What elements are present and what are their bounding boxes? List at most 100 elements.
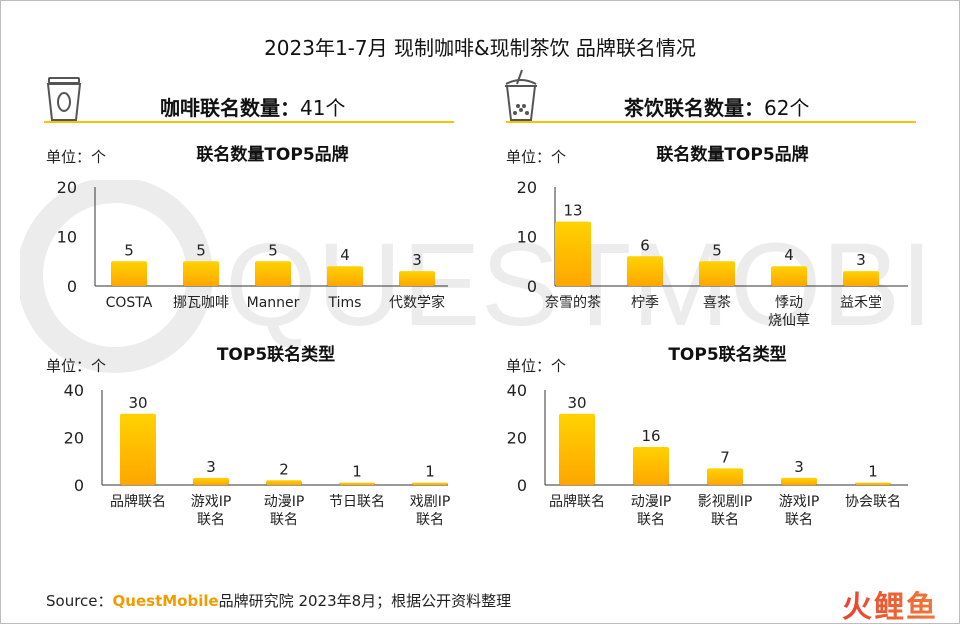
- category-label: 动漫IP: [631, 494, 672, 510]
- coffee-divider: [44, 121, 454, 123]
- y-tick-label: 0: [74, 476, 84, 495]
- category-label: 益禾堂: [840, 295, 882, 311]
- source-note: Source：QuestMobile品牌研究院 2023年8月；根据公开资料整理: [46, 590, 511, 611]
- data-label: 7: [720, 448, 730, 466]
- category-label: 协会联名: [845, 494, 901, 510]
- bar: [707, 468, 743, 485]
- category-label: 柠季: [631, 295, 659, 311]
- y-tick-label: 40: [507, 381, 527, 400]
- tea-types-unit: 单位：个: [506, 357, 567, 375]
- coffee-count-heading: 咖啡联名数量：41个: [160, 92, 345, 121]
- data-label: 3: [856, 251, 866, 269]
- corner-logo-text: 火鲤鱼: [842, 590, 938, 625]
- category-label: 悸动: [775, 295, 803, 311]
- tea-count-label: 茶饮联名数量：: [624, 96, 764, 120]
- coffee-cup-icon: [46, 77, 82, 121]
- bar: [339, 482, 375, 485]
- category-label: 联名: [711, 512, 739, 528]
- category-label: 挪瓦咖啡: [173, 295, 229, 311]
- bar: [633, 447, 669, 485]
- coffee-brands-chart: 联名数量TOP5品牌 0 10 20 5 COSTA 5 挪瓦咖啡 5 Manner 4 Tims 3 代…: [57, 144, 448, 311]
- coffee-count-label: 咖啡联名数量：: [160, 96, 300, 120]
- data-label: 3: [794, 458, 804, 476]
- bar: [412, 482, 448, 485]
- category-label: 烧仙草: [768, 313, 810, 329]
- category-label: 戏剧IP: [410, 494, 451, 510]
- bar: [193, 477, 229, 485]
- category-label: Manner: [247, 295, 300, 311]
- tea-types-chart: TOP5联名类型 0 20 40 30 品牌联名 16 动漫IP 联名 7 影视剧IP 联名 3 游戏IP…: [507, 344, 908, 528]
- category-label: 奈雪的茶: [545, 295, 601, 311]
- y-tick-label: 20: [517, 178, 537, 197]
- bar: [266, 480, 302, 485]
- y-tick-label: 20: [64, 429, 84, 448]
- coffee-types-unit: 单位：个: [46, 357, 107, 375]
- category-label: 联名: [270, 512, 298, 528]
- bar: [559, 413, 595, 485]
- data-label: 5: [196, 241, 206, 259]
- category-label: 联名: [416, 512, 444, 528]
- bar: [781, 477, 817, 485]
- category-label: 游戏IP: [779, 494, 820, 510]
- source-prefix: Source：: [46, 592, 113, 610]
- bar: [255, 261, 291, 286]
- coffee-brands-unit: 单位：个: [46, 148, 107, 166]
- category-label: Tims: [328, 295, 362, 311]
- corner-logo: 火鲤鱼: [842, 582, 938, 626]
- coffee-count-value: 41个: [300, 96, 346, 120]
- bubble-tea-icon: [505, 69, 537, 121]
- category-label: 影视剧IP: [698, 494, 753, 510]
- data-label: 5: [268, 241, 278, 259]
- source-text: 品牌研究院 2023年8月；根据公开资料整理: [218, 592, 512, 610]
- data-label: 1: [425, 463, 435, 481]
- data-label: 30: [567, 394, 586, 412]
- chart-title: TOP5联名类型: [217, 344, 335, 365]
- data-label: 2: [279, 460, 289, 478]
- category-label: 动漫IP: [264, 494, 305, 510]
- chart-title: 联名数量TOP5品牌: [196, 144, 348, 165]
- bar: [183, 261, 219, 286]
- category-label: 联名: [785, 512, 813, 528]
- data-label: 1: [352, 463, 362, 481]
- source-brand: QuestMobile: [112, 592, 219, 610]
- data-label: 1: [868, 463, 878, 481]
- bar: [699, 261, 735, 286]
- y-tick-label: 10: [517, 228, 537, 247]
- bar: [771, 266, 807, 286]
- data-label: 5: [712, 241, 722, 259]
- category-label: 品牌联名: [110, 493, 166, 510]
- page-title: 2023年1-7月 现制咖啡&现制茶饮 品牌联名情况: [264, 36, 696, 60]
- bar: [555, 221, 591, 286]
- category-label: 联名: [197, 512, 225, 528]
- coffee-types-chart: TOP5联名类型 0 20 40 30 品牌联名 3 游戏IP 联名 2 动漫IP 联名 1 节日联名 1 戏…: [64, 344, 451, 528]
- y-tick-label: 0: [527, 277, 537, 296]
- category-label: 喜茶: [703, 295, 731, 311]
- bar: [627, 256, 663, 286]
- data-label: 4: [784, 246, 794, 264]
- y-tick-label: 40: [64, 381, 84, 400]
- bar: [399, 271, 435, 286]
- bar: [843, 271, 879, 286]
- y-tick-label: 0: [67, 277, 77, 296]
- bar: [111, 261, 147, 286]
- y-tick-label: 20: [507, 429, 527, 448]
- y-tick-label: 20: [57, 178, 77, 197]
- data-label: 3: [206, 458, 216, 476]
- data-label: 5: [124, 241, 134, 259]
- y-tick-label: 0: [517, 476, 527, 495]
- data-label: 16: [641, 427, 660, 445]
- bar: [327, 266, 363, 286]
- data-label: 4: [340, 246, 350, 264]
- data-label: 6: [640, 236, 650, 254]
- category-label: 代数学家: [389, 294, 445, 311]
- category-label: 游戏IP: [191, 494, 232, 510]
- data-label: 30: [128, 394, 147, 412]
- tea-count-heading: 茶饮联名数量：62个: [624, 92, 809, 121]
- category-label: 品牌联名: [549, 493, 605, 510]
- data-label: 3: [412, 251, 422, 269]
- tea-count-value: 62个: [764, 96, 810, 120]
- category-label: 节日联名: [329, 494, 385, 510]
- bar: [855, 482, 891, 485]
- chart-title: 联名数量TOP5品牌: [656, 144, 808, 165]
